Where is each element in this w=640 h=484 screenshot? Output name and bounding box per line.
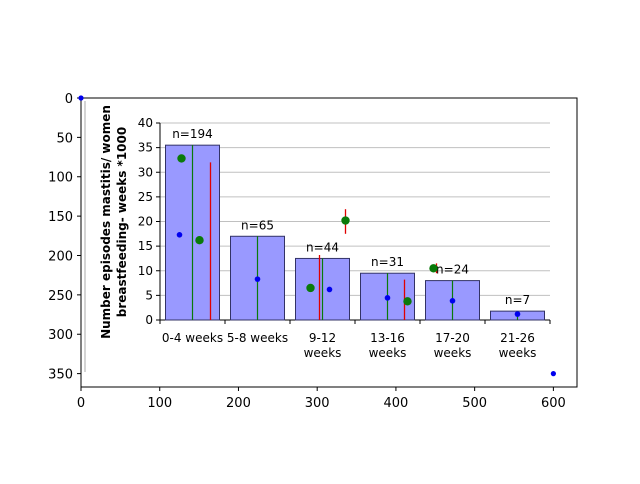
inner-y-axis-label-line: breastfeeding- weeks *1000 [115,127,129,317]
inner-x-category-label-line: 13-16 [370,331,405,345]
embedded-chart-image: 0 5 10 15 20 25 30 35 40 Number episodes mastitis… [99,105,551,360]
green-point [429,264,438,273]
outer-y-tick-label: 300 [48,328,73,343]
bar-n-label: n=24 [436,263,469,277]
outer-x-tick-label: 200 [226,396,251,411]
inner-y-tick-label: 25 [138,190,153,204]
inner-y-tick-label: 40 [138,116,153,130]
inner-x-category-label: 13-16 weeks [369,331,407,360]
outer-x-tick-label: 0 [77,396,85,411]
inner-x-category-label: 17-20 weeks [434,331,472,360]
green-point [341,216,350,225]
inner-y-tick-label: 15 [138,239,153,253]
inner-y-tick-label: 0 [145,313,153,327]
inner-x-category-label: 9-12 weeks [304,331,342,360]
inner-y-axis-label: Number episodes mastitis/ women breastfee… [99,105,129,339]
inner-y-tick-label: 30 [138,165,153,179]
bar-n-label: n=7 [505,293,530,307]
inner-y-tick-label: 35 [138,141,153,155]
outer-corner-point [78,95,84,101]
outer-y-tick-label: 250 [48,289,73,304]
bar-n-label: n=65 [241,218,274,232]
inner-y-tick-label: 20 [138,215,153,229]
outer-x-tick-label: 400 [384,396,409,411]
outer-x-tick-label: 500 [462,396,487,411]
inner-x-category-label: 5-8 weeks [227,331,288,345]
inner-x-category-label-line: 9-12 [309,331,336,345]
inner-x-category-label-line: 21-26 [500,331,535,345]
outer-y-tick-label: 100 [48,171,73,186]
inner-x-category-label-line: weeks [304,346,342,360]
blue-point [176,231,183,238]
inner-x-category-label-line: weeks [369,346,407,360]
outer-y-tick-label: 150 [48,210,73,225]
outer-x-tick-label: 300 [305,396,330,411]
bar-n-label: n=31 [371,255,404,269]
green-point [195,236,204,245]
green-point [403,297,412,306]
inner-y-axis-label-line: Number episodes mastitis/ women [99,105,113,339]
inner-x-category-label-line: 0-4 weeks [162,331,223,345]
inner-x-category-label: 0-4 weeks [162,331,223,345]
outer-y-tick-label: 200 [48,249,73,264]
blue-point [254,276,261,282]
outer-y-tick-label: 0 [65,92,73,107]
inner-x-category-label-line: 17-20 [435,331,470,345]
blue-point [514,311,521,317]
outer-x-tick-label: 100 [147,396,172,411]
outer-y-tick-label: 50 [56,131,73,146]
inner-x-category-label-line: weeks [499,346,537,360]
blue-point [449,297,456,304]
bar-n-label: n=194 [172,127,213,141]
outer-axes-frame [80,97,578,388]
inner-y-tick-label: 5 [145,288,153,302]
green-point [306,283,315,293]
blue-point [384,295,391,301]
inner-x-category-label: 21-26 weeks [499,331,537,360]
inner-x-category-label-line: 5-8 weeks [227,331,288,345]
outer-corner-point [550,371,556,377]
outer-y-tick-label: 350 [48,368,73,383]
green-point [177,154,186,163]
blue-point [326,286,333,293]
bar-n-label: n=44 [306,240,339,254]
inner-y-tick-label: 10 [138,264,153,278]
inner-x-category-label-line: weeks [434,346,472,360]
outer-x-tick-label: 600 [541,396,566,411]
